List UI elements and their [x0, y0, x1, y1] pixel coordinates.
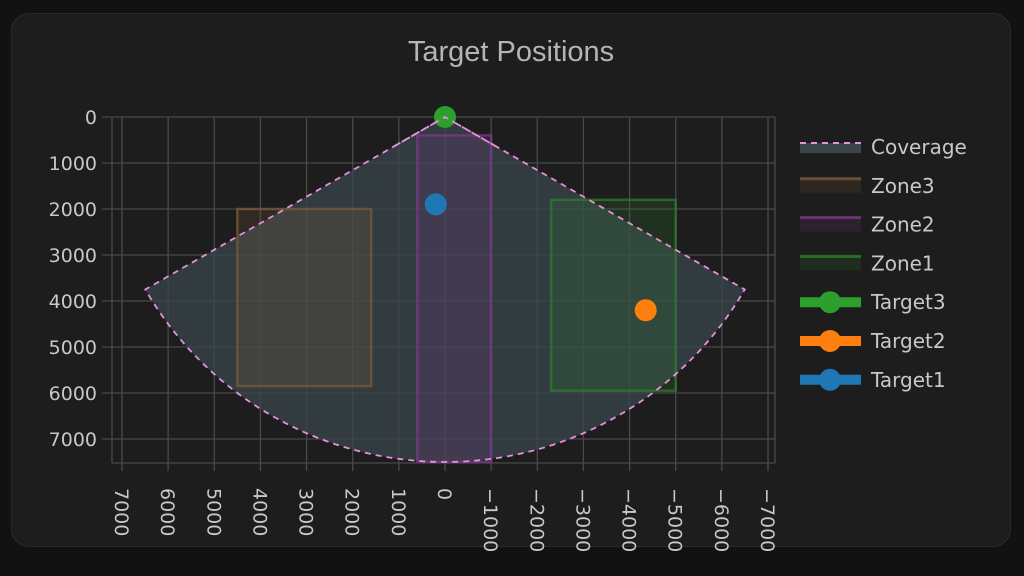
- y-tick-label: 6000: [49, 383, 97, 405]
- coverage-apex-outline: [393, 115, 497, 147]
- x-tick-label: 4000: [248, 488, 270, 536]
- x-tick-label: 3000: [295, 488, 317, 536]
- zone-swatch-icon: [800, 178, 861, 193]
- y-tick-label: 4000: [49, 291, 97, 313]
- zone3-rect: [236, 207, 373, 388]
- x-tick-label: 2000: [341, 488, 363, 536]
- chart-title: Target Positions: [407, 36, 615, 68]
- y-tick-label: 1000: [49, 153, 97, 175]
- coverage-outline: [144, 115, 746, 463]
- x-tick-label: 1000: [387, 488, 409, 536]
- zone-swatch-icon: [800, 217, 861, 232]
- y-tick-label: 7000: [49, 429, 97, 451]
- legend-label: Coverage: [871, 135, 967, 159]
- legend-marker-icon: [819, 368, 841, 391]
- target-markers: [393, 106, 657, 322]
- legend-label: Target2: [870, 329, 946, 353]
- legend-label: Zone3: [871, 174, 935, 198]
- legend-marker-icon: [819, 330, 841, 352]
- zone-swatch-icon: [800, 256, 861, 271]
- legend-item-coverage[interactable]: Coverage: [800, 135, 967, 159]
- x-tick-label: −6000: [710, 488, 732, 552]
- legend-item-zone1[interactable]: Zone1: [800, 251, 935, 275]
- coverage-area: [145, 117, 745, 462]
- x-tick-label: 5000: [202, 488, 224, 536]
- x-tick-label: 6000: [156, 488, 178, 536]
- x-tick-label: −2000: [525, 488, 547, 552]
- target1-marker[interactable]: [424, 193, 447, 216]
- x-axis: 7000 6000 5000 4000 3000 2000 1000 0 −1000 −2000 −…: [110, 488, 778, 552]
- legend-item-zone3[interactable]: Zone3: [800, 174, 935, 198]
- x-tick-label: 0: [433, 488, 455, 500]
- y-tick-label: 5000: [49, 337, 97, 359]
- x-tick-label: −5000: [664, 488, 686, 552]
- zone1-rect: [549, 198, 677, 392]
- legend-label: Zone2: [871, 213, 935, 237]
- y-tick-label: 3000: [49, 245, 97, 267]
- x-tick-label: −1000: [479, 488, 501, 552]
- x-tick-label: 7000: [110, 488, 132, 536]
- x-tick-label: −4000: [618, 488, 640, 552]
- y-tick-label: 2000: [49, 199, 97, 221]
- legend-item-target2[interactable]: Target2: [800, 329, 946, 353]
- target2-marker[interactable]: [634, 299, 657, 322]
- legend[interactable]: Coverage Zone3 Zone2 Zone1 Target3 Target2 Tar…: [800, 135, 967, 392]
- y-axis: 0 1000 2000 3000 4000 5000 6000 7000: [49, 107, 97, 451]
- legend-label: Target3: [870, 290, 946, 314]
- legend-item-zone2[interactable]: Zone2: [800, 213, 935, 237]
- y-tick-label: 0: [85, 107, 97, 129]
- legend-label: Target1: [870, 368, 946, 392]
- coverage-swatch-icon: [800, 143, 861, 153]
- legend-item-target3[interactable]: Target3: [800, 290, 946, 314]
- plot-shapes: [144, 115, 746, 464]
- x-tick-label: −7000: [756, 488, 778, 552]
- legend-label: Zone1: [871, 251, 935, 275]
- x-tick-label: −3000: [571, 488, 593, 552]
- zone2-rect: [416, 134, 493, 464]
- legend-item-target1[interactable]: Target1: [800, 368, 946, 392]
- legend-marker-icon: [819, 291, 841, 314]
